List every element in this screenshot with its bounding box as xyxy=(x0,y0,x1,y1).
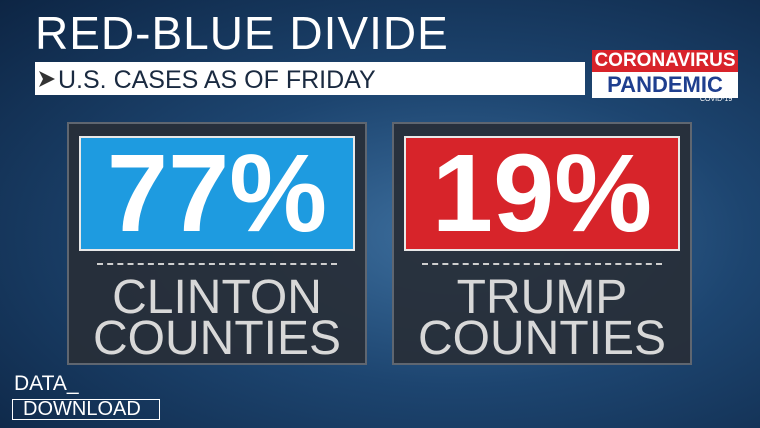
subtitle-bar xyxy=(35,62,585,95)
value: 77% xyxy=(79,136,355,251)
subtitle: U.S. CASES AS OF FRIDAY xyxy=(58,66,376,94)
value: 19% xyxy=(404,136,680,251)
label: TRUMP xyxy=(456,271,628,324)
logo-line2: PANDEMIC xyxy=(592,72,738,98)
divider xyxy=(422,263,662,265)
footer-line2: DOWNLOAD xyxy=(12,399,160,420)
logo-tag: COVID-19 xyxy=(700,96,733,103)
footer-line1: DATA_ xyxy=(14,372,79,395)
panel: 19% TRUMP COUNTIES xyxy=(392,122,692,365)
panel: 77% CLINTON COUNTIES xyxy=(67,122,367,365)
label: COUNTIES xyxy=(92,312,341,365)
divider xyxy=(97,263,337,265)
label: CLINTON xyxy=(112,271,322,324)
label: COUNTIES xyxy=(417,312,666,365)
logo-line1: CORONAVIRUS xyxy=(592,50,738,72)
title: RED-BLUE DIVIDE xyxy=(35,7,449,59)
arrow-icon xyxy=(39,71,55,87)
